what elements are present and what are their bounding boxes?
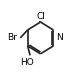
Text: Cl: Cl	[36, 12, 45, 21]
Text: N: N	[56, 33, 63, 42]
Text: HO: HO	[20, 58, 34, 67]
Text: Br: Br	[7, 33, 17, 42]
